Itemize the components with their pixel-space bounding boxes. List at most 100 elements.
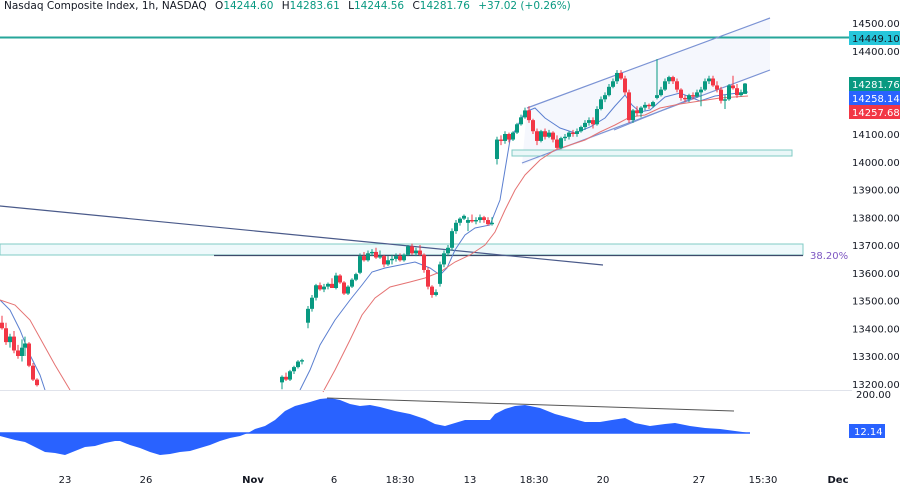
candle-body [20,347,24,356]
candle-body [699,89,703,93]
candle-body [410,246,414,254]
channel-upper-line[interactable] [526,17,771,109]
candle-body [639,107,643,114]
candle-body [623,78,627,93]
candle-body [679,89,683,98]
price-tick: 14400.00 [852,47,900,58]
candle-body [434,292,438,295]
candle-body [651,102,655,107]
price-tick: 13800.00 [852,213,900,224]
candle-body [675,81,679,90]
ohlc-low: L14244.56 [348,0,405,12]
candle-body [454,222,458,232]
oscillator-pane [0,390,852,455]
candle-body [599,99,603,110]
candle-body [0,322,4,329]
candle-body [499,139,503,141]
ohlc-high: H14283.61 [281,0,340,12]
ohlc-open: O14244.60 [215,0,274,12]
time-tick: 18:30 [520,475,549,486]
candle-body [458,218,462,223]
candle-body [619,72,623,79]
candle-body [478,217,482,221]
candle-body [330,283,334,289]
price-badge-label: 14281.76 [852,80,900,91]
price-tick: 13400.00 [852,324,900,335]
time-tick: 27 [693,475,706,486]
candle-body [280,376,284,383]
candle-body [326,283,330,287]
candle-body [382,256,386,265]
candle-body [571,132,575,134]
downtrend-line[interactable] [0,205,604,266]
candle-body [426,269,430,287]
candle-body [631,110,635,121]
oscillator-positive-area [248,398,750,433]
oscillator-divergence-line[interactable] [326,397,735,412]
candle-body [23,343,27,348]
candle-body [647,104,651,107]
candle-body [318,285,322,290]
candle-body [711,78,715,86]
time-axis[interactable]: 23 26 Nov 6 18:30 13 18:30 20 27 15:30 Dec [59,475,849,486]
time-tick: 15:30 [749,475,778,486]
price-tick: 13600.00 [852,269,900,280]
candle-body [703,81,707,90]
candle-body [31,365,35,380]
price-badge-label: 14258.14 [852,94,900,105]
moving-averages [0,91,749,393]
candle-body [667,77,671,82]
candle-body [691,95,695,97]
candle-body [430,286,434,295]
channel-mid-line [613,94,701,131]
symbol-legend: Nasdaq Composite Index, 1h, NASDAQ O1424… [4,0,576,16]
candle-body [342,282,346,294]
candle-body [442,253,446,265]
candle-body [390,258,394,261]
candle-body [587,120,591,123]
candle-body [591,120,595,125]
candle-body [547,132,551,137]
candle-body [490,222,494,225]
candle-body [607,86,611,96]
candle-body [567,132,571,137]
time-tick: Dec [827,475,848,486]
candle-body [292,367,296,372]
time-tick: 26 [140,475,153,486]
price-axis[interactable]: 14500.00 14400.00 14100.00 14000.00 13900.00… [849,19,900,438]
candle-body [707,78,711,82]
osc-tick: 200.00 [856,390,891,401]
candle-body [358,256,362,273]
channel-fill [522,18,770,165]
candle-body [563,136,567,139]
candle-body [551,132,555,140]
candle-body [16,350,20,356]
candle-body [474,220,478,222]
candle-body [635,110,639,114]
candle-body [627,92,631,121]
candle-body [466,220,470,223]
price-tick: 13700.00 [852,241,900,252]
candle-body [523,110,527,118]
candle-body [386,260,390,265]
ma-slow-left [0,299,71,391]
candle-body [486,220,490,225]
price-badge-label: 14257.68 [852,108,900,119]
candle-body [659,89,663,96]
candle-body [579,127,583,132]
support-zone [511,149,793,157]
candle-body [595,109,599,125]
candle-body [334,275,338,289]
candle-body [446,247,450,254]
candle-body [306,308,310,323]
candle-body [671,77,675,82]
candle-body [35,379,39,386]
candle-body [539,131,543,141]
candle-body [555,139,559,148]
candle-body [406,246,410,255]
price-badge [849,31,900,45]
candle-body [8,336,12,343]
price-tick: 14000.00 [852,158,900,169]
price-tick: 14500.00 [852,19,900,30]
